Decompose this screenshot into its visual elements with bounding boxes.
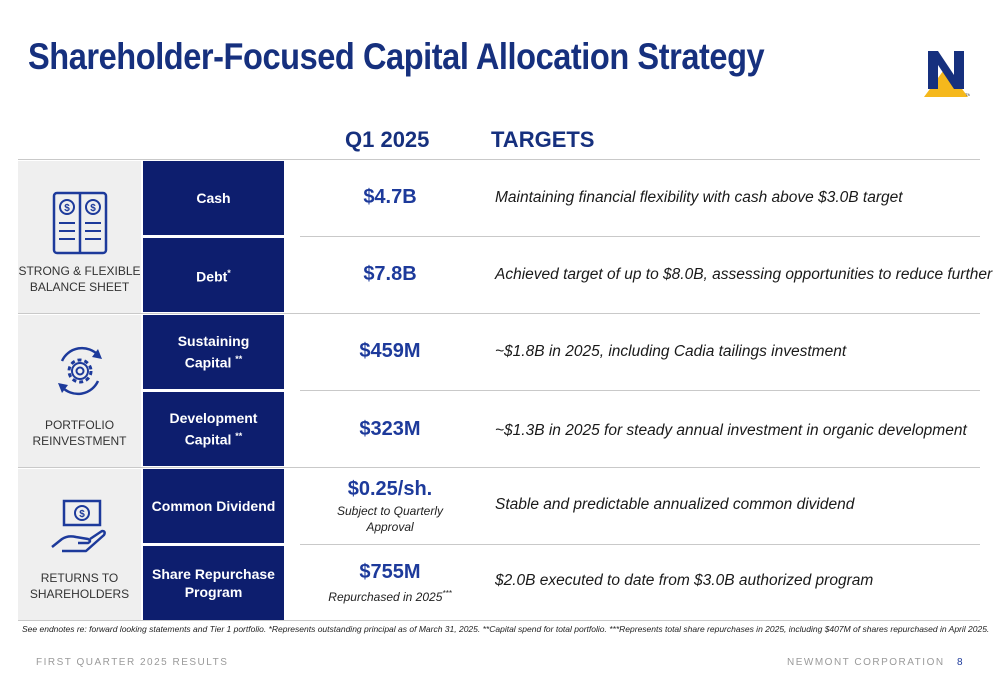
- target-sustaining-capital: ~$1.8B in 2025, including Cadia tailings…: [495, 343, 847, 360]
- svg-text:TM: TM: [965, 92, 970, 97]
- row-label-sustaining-capital: Sustaining Capital **: [143, 315, 284, 389]
- value-common-dividend: $0.25/sh. Subject to Quarterly Approval: [336, 478, 444, 534]
- divider: [18, 159, 980, 160]
- row-label-share-repurchase: Share Repurchase Program: [143, 546, 284, 620]
- target-debt: Achieved target of up to $8.0B, assessin…: [495, 266, 993, 283]
- footer-company-name: NEWMONT CORPORATION: [787, 657, 945, 668]
- footnote: See endnotes re: forward looking stateme…: [22, 624, 990, 634]
- target-share-repurchase: $2.0B executed to date from $3.0B author…: [495, 572, 874, 589]
- target-common-dividend: Stable and predictable annualized common…: [495, 496, 855, 513]
- group-returns-to-shareholders: $ RETURNS TO SHAREHOLDERS: [18, 469, 141, 620]
- divider: [18, 313, 980, 314]
- group-balance-sheet: $ $ STRONG & FLEXIBLE BALANCE SHEET: [18, 161, 141, 313]
- value-sustaining-capital: $459M: [359, 340, 421, 362]
- group-portfolio-reinvestment: PORTFOLIO REINVESTMENT: [18, 315, 141, 467]
- row-label-common-dividend: Common Dividend: [143, 469, 284, 543]
- target-development-capital: ~$1.3B in 2025 for steady annual investm…: [495, 422, 967, 439]
- row-label-cash: Cash: [143, 161, 284, 235]
- value-share-repurchase: $755M Repurchased in 2025***: [328, 561, 452, 604]
- column-header-targets: TARGETS: [491, 127, 595, 152]
- divider: [300, 390, 980, 391]
- gear-cycle-icon: [57, 346, 102, 396]
- page-number: 8: [957, 657, 963, 668]
- slide-title: Shareholder-Focused Capital Allocation S…: [28, 36, 765, 77]
- column-header-q1: Q1 2025: [345, 127, 430, 152]
- newmont-logo: TM: [924, 51, 970, 97]
- divider: [300, 544, 980, 545]
- divider: [18, 467, 980, 468]
- group-label: STRONG & FLEXIBLE BALANCE SHEET: [18, 264, 141, 294]
- value-development-capital: $323M: [359, 418, 421, 440]
- hand-cash-icon: $: [50, 499, 106, 553]
- group-label: PORTFOLIO REINVESTMENT: [32, 418, 127, 448]
- divider: [300, 236, 980, 237]
- footer-report-name: FIRST QUARTER 2025 RESULTS: [36, 657, 229, 668]
- divider: [18, 620, 980, 621]
- svg-text:$: $: [64, 203, 70, 214]
- row-label-debt: Debt*: [143, 238, 284, 312]
- value-cash: $4.7B: [363, 186, 417, 208]
- value-debt: $7.8B: [363, 263, 417, 285]
- row-label-development-capital: Development Capital **: [143, 392, 284, 466]
- group-label: RETURNS TO SHAREHOLDERS: [29, 571, 130, 601]
- svg-text:$: $: [90, 203, 96, 214]
- target-cash: Maintaining financial flexibility with c…: [495, 189, 903, 206]
- ledger-dollar-icon: $ $: [52, 191, 107, 255]
- svg-text:$: $: [79, 509, 85, 520]
